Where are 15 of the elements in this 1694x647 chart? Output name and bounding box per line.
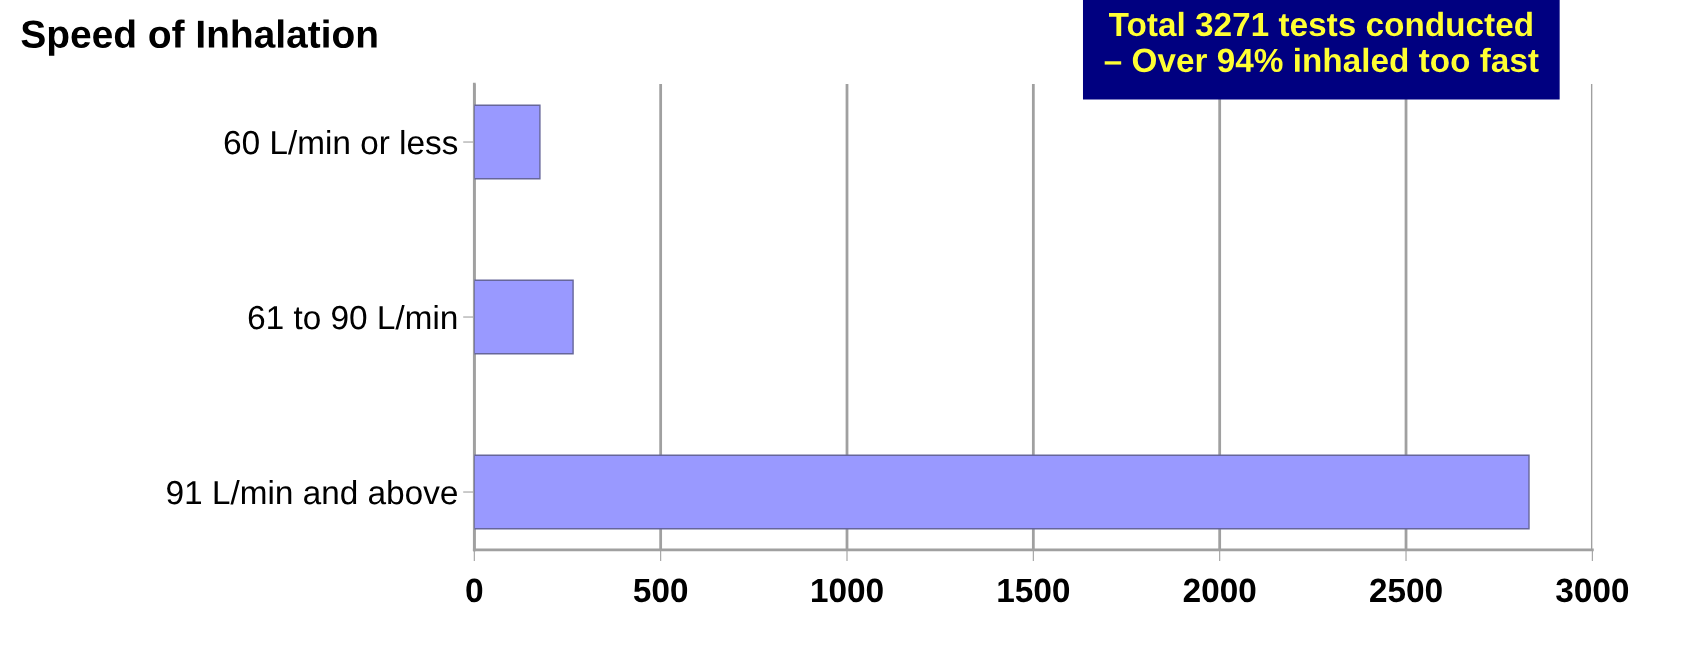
x-tick-label: 3000 <box>1556 578 1629 603</box>
bar <box>474 104 541 180</box>
x-tick-label: 500 <box>633 578 688 603</box>
x-tick-label: 2000 <box>1183 578 1256 603</box>
x-tick-label: 1500 <box>998 578 1070 603</box>
bar <box>474 279 574 355</box>
chart-title: Speed of Inhalation <box>21 19 377 56</box>
bar <box>474 454 1530 530</box>
y-tick-label: 60 L/min or less <box>224 129 458 155</box>
text: Total 3271 tests conducted – Over 94% inhaled too fast <box>1104 11 1539 73</box>
x-tick-label: 0 <box>466 578 483 603</box>
x-tick-label: 1000 <box>812 578 883 603</box>
x-tick-label: 2500 <box>1370 578 1442 603</box>
y-tick-label: 61 to 90 L/min <box>248 304 457 330</box>
y-tick-label: 91 L/min and above <box>167 479 457 505</box>
